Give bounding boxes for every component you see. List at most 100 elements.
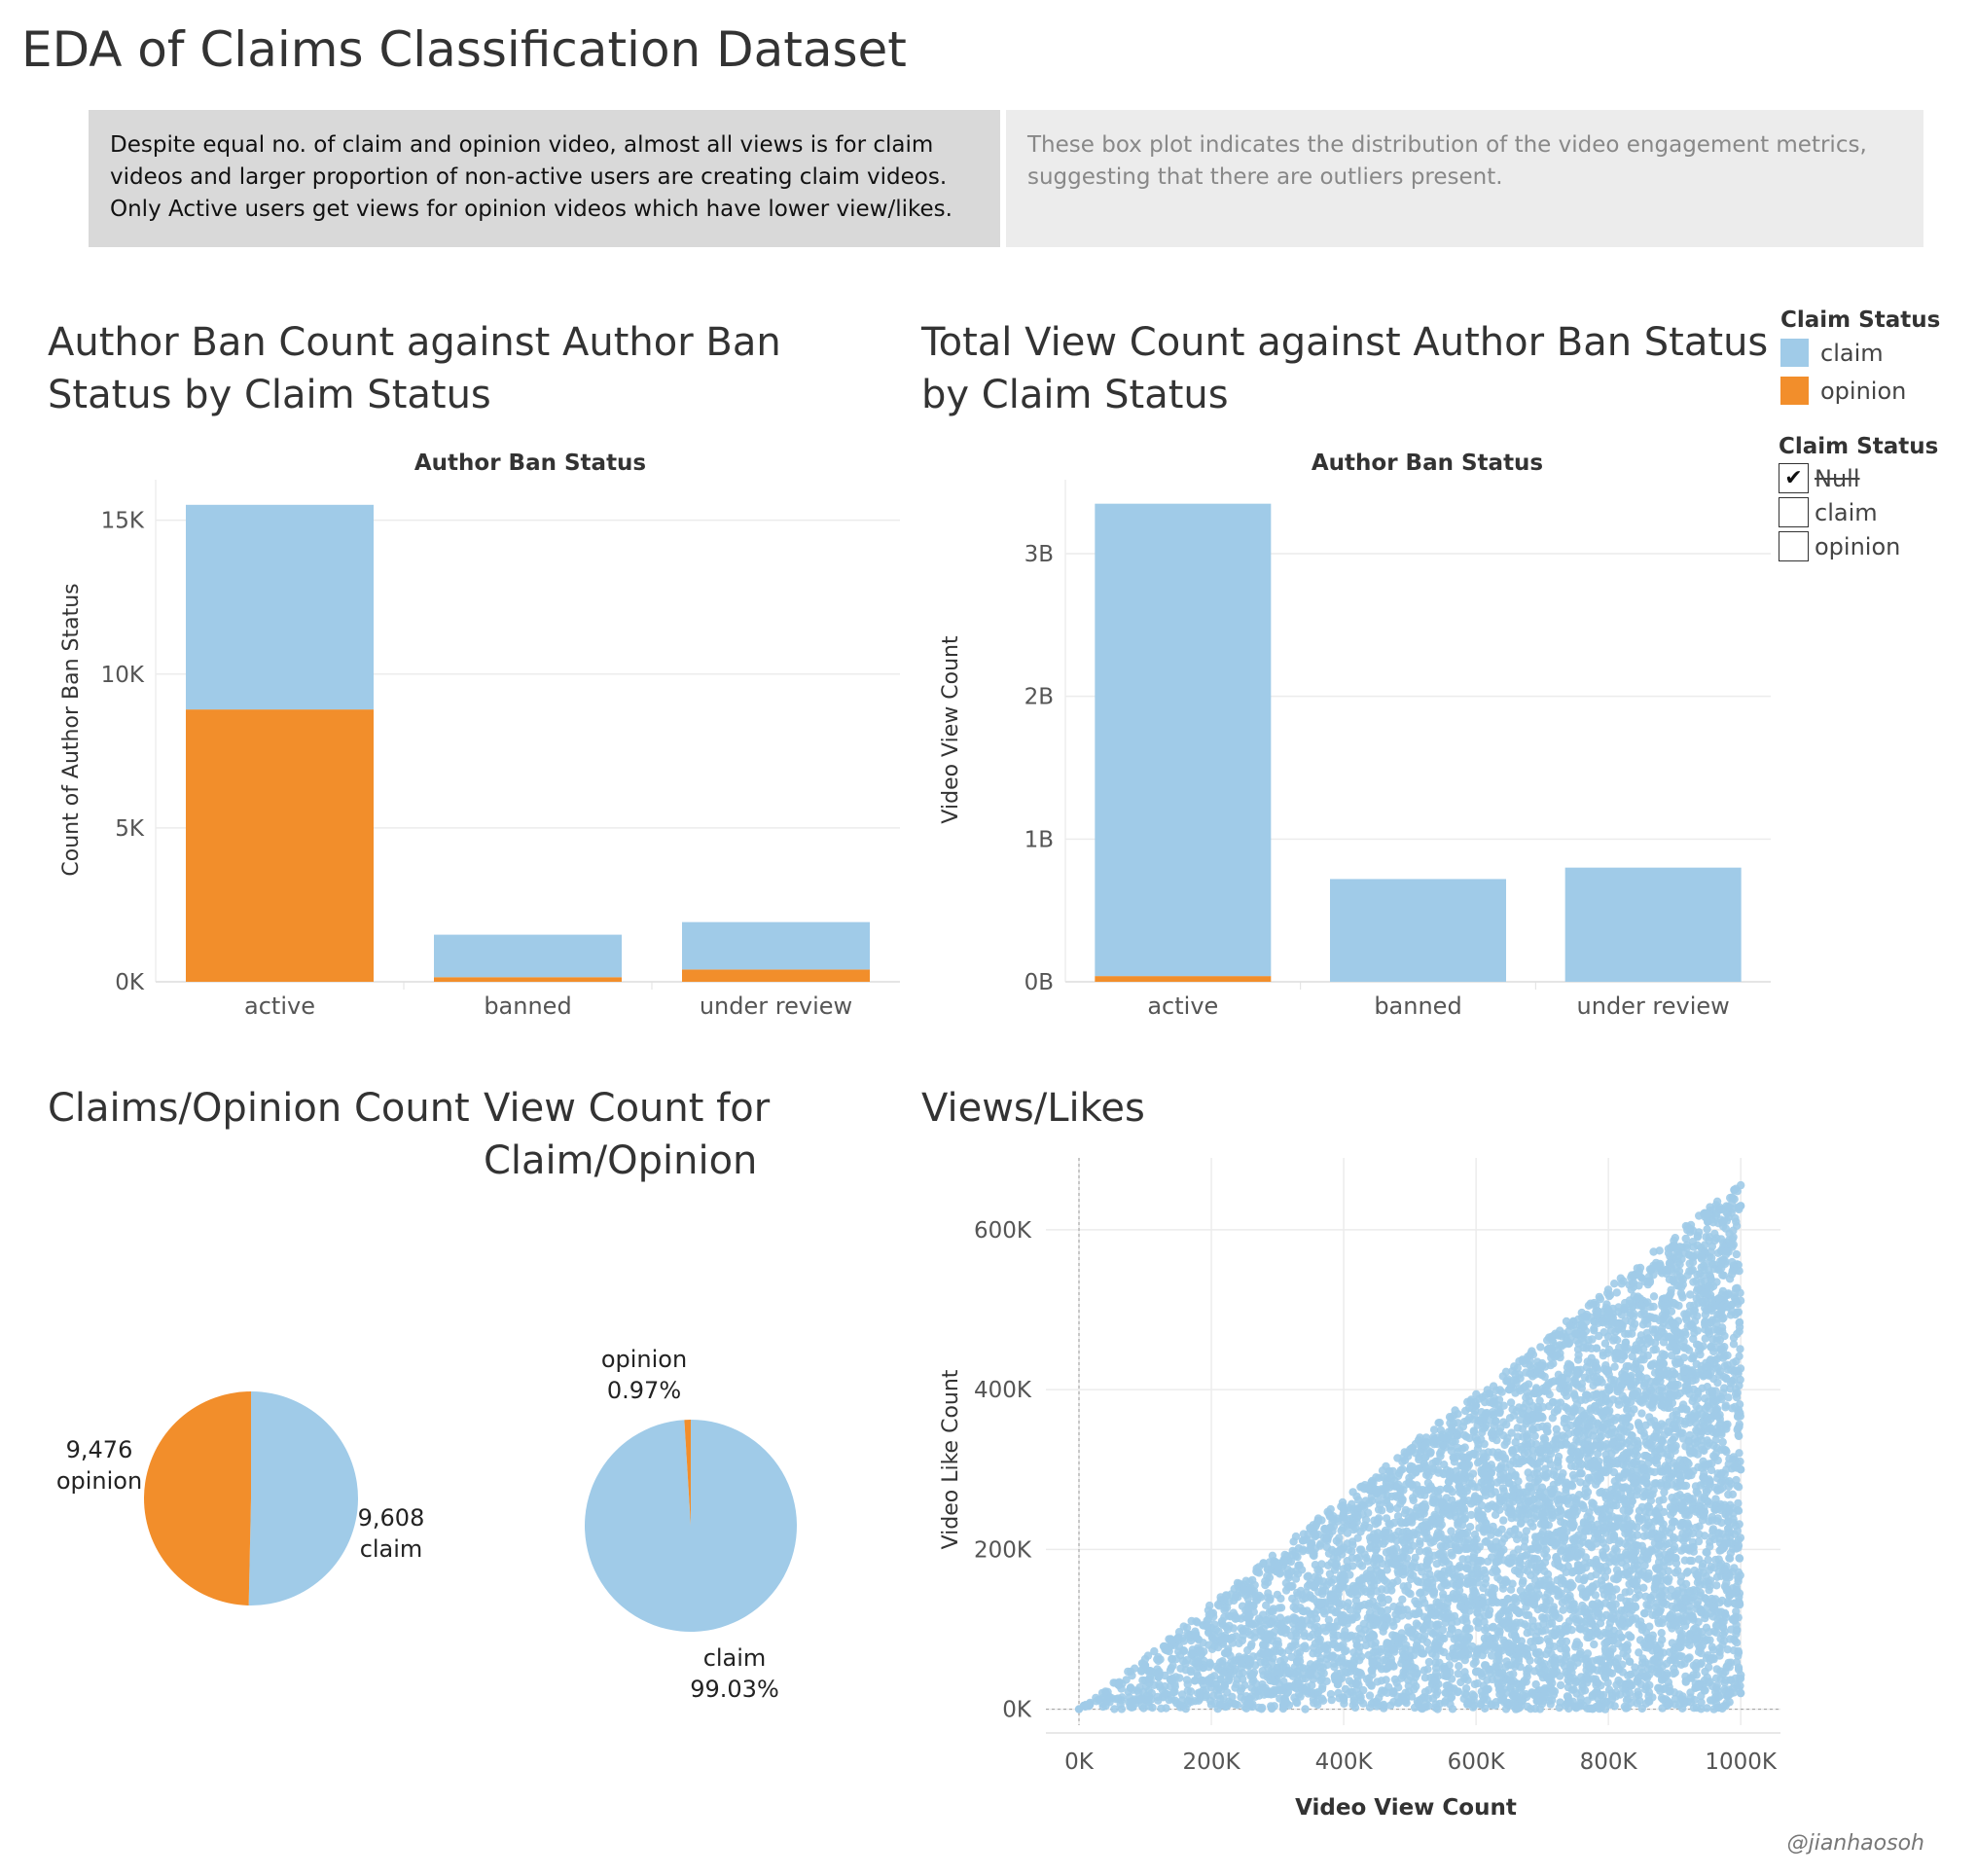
checkbox-icon[interactable] [1779,497,1809,527]
bar-under-review-claim[interactable] [1564,867,1742,982]
scatter-point [1279,1677,1288,1686]
scatter-point [1671,1300,1680,1309]
bar-under-review-opinion[interactable] [682,969,870,982]
bar-banned-claim[interactable] [1330,879,1506,982]
scatter-point [1235,1652,1243,1661]
scatter-point [1494,1453,1503,1462]
scatter-point [1374,1505,1384,1514]
author-ban-count-chart: Author Ban Status Count of Author Ban St… [59,451,900,1020]
pie-slice-opinion[interactable] [684,1420,691,1526]
scatter-point [1621,1399,1631,1408]
scatter-point [1473,1678,1482,1688]
pie-slice-opinion[interactable] [144,1391,251,1605]
scatter-point [1634,1419,1643,1427]
scatter-point [1187,1697,1196,1707]
scatter-point [1543,1387,1552,1395]
scatter-point [1645,1400,1654,1409]
scatter-point [1379,1539,1388,1548]
scatter-point [1639,1532,1649,1540]
scatter-point [1562,1579,1570,1589]
scatter-point [1570,1474,1579,1483]
scatter-point [1547,1537,1556,1546]
scatter-point [1721,1421,1730,1429]
scatter-point [1135,1683,1144,1692]
scatter-point [1496,1475,1505,1485]
scatter-point [1128,1671,1136,1680]
bar-active-opinion[interactable] [186,709,374,982]
bar-under-review-claim[interactable] [682,921,870,970]
bar-active-claim[interactable] [1095,503,1272,977]
scatter-point [1633,1523,1641,1532]
scatter-point [1611,1446,1620,1455]
scatter-point [1274,1637,1282,1645]
scatter-point [1297,1566,1307,1574]
scatter-point [1712,1581,1721,1590]
dashboard-title: EDA of Claims Classification Dataset [21,21,907,78]
legend-title: Claim Status [1780,307,1941,333]
scatter-point [1664,1567,1672,1575]
boxplot-note: These box plot indicates the distributio… [1006,110,1923,247]
scatter-point [1631,1669,1639,1678]
scatter-point [1724,1490,1733,1499]
scatter-point [1637,1409,1646,1418]
scatter-point [1254,1703,1263,1713]
scatter-point [1449,1504,1457,1513]
x-tick-label: banned [484,992,571,1020]
scatter-point [1265,1607,1274,1617]
scatter-point [1293,1591,1303,1600]
scatter-point [1680,1556,1689,1565]
scatter-point [1628,1431,1636,1440]
legend-item-claim[interactable]: claim [1780,339,1940,367]
scatter-point [1705,1371,1713,1380]
scatter-point [1734,1543,1743,1552]
scatter-point [1636,1263,1645,1273]
scatter-point [1503,1375,1512,1384]
scatter-point [1266,1594,1275,1603]
scatter-point [1736,1345,1744,1353]
scatter-point [1625,1657,1635,1666]
scatter-point [1643,1665,1653,1674]
scatter-point [1707,1563,1715,1571]
scatter-point [1523,1666,1531,1675]
scatter-point [1734,1535,1743,1544]
scatter-point [1649,1292,1659,1301]
scatter-point [1624,1329,1633,1338]
scatter-point [1693,1489,1703,1497]
scatter-point [1479,1524,1489,1533]
scatter-point [1685,1653,1694,1662]
bar-banned-opinion[interactable] [434,977,622,982]
filter-item-null[interactable]: ✔ Null [1779,461,1938,495]
scatter-point [1523,1702,1532,1712]
scatter-point [1631,1446,1640,1456]
scatter-point [1299,1642,1308,1652]
scatter-point [1217,1616,1227,1626]
checkbox-icon[interactable] [1779,531,1809,561]
scatter-point [1620,1342,1629,1351]
pie1-label-opinion-value: 9,476 [66,1436,133,1463]
scatter-point [1517,1445,1527,1454]
scatter-point [1343,1522,1351,1531]
scatter-point [1508,1447,1517,1456]
scatter-point [1348,1562,1357,1570]
scatter-point [1695,1228,1704,1237]
scatter-point [1706,1404,1714,1413]
scatter-point [1703,1225,1711,1234]
scatter-point [1638,1654,1647,1663]
scatter-point [1527,1638,1535,1646]
bar-banned-claim[interactable] [434,934,622,978]
checkbox-checked-icon[interactable]: ✔ [1779,463,1809,493]
bar-active-claim[interactable] [186,504,374,710]
scatter-point [1390,1675,1400,1684]
scatter-point [1687,1470,1696,1480]
scatter-point [1698,1297,1707,1307]
scatter-point [1357,1562,1367,1570]
filter-item-claim[interactable]: claim [1779,495,1938,529]
pie-slice-claim[interactable] [248,1391,359,1605]
legend-item-opinion[interactable]: opinion [1780,377,1940,405]
filter-item-opinion[interactable]: opinion [1779,529,1938,563]
total-view-count-chart: Author Ban Status Video View Count 0B1B2… [939,451,1771,1020]
scatter-point [1456,1580,1464,1589]
bar-active-opinion[interactable] [1095,976,1272,982]
scatter-point [1543,1427,1552,1436]
scatter-point [1361,1515,1371,1525]
